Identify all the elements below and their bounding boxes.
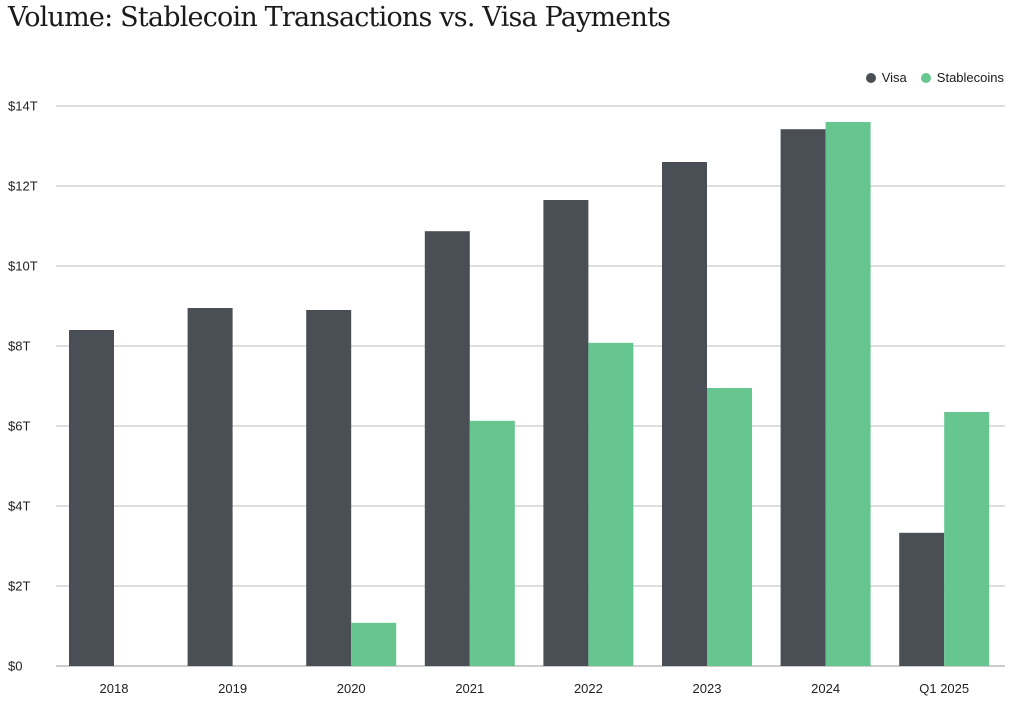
bar-stablecoins — [825, 122, 871, 666]
bar-visa — [187, 308, 233, 666]
x-tick-label: 2022 — [574, 681, 603, 696]
y-tick-label: $12T — [8, 179, 38, 194]
bar-visa — [69, 330, 114, 666]
y-tick-label: $10T — [8, 259, 38, 274]
legend-label-visa: Visa — [881, 70, 907, 85]
bar-stablecoins — [469, 420, 515, 666]
legend-swatch-visa — [865, 72, 876, 83]
y-tick-label: $14T — [8, 99, 38, 114]
y-tick-label: $2T — [8, 579, 30, 594]
x-tick-label: 2019 — [218, 681, 247, 696]
bar-stablecoins — [351, 622, 397, 666]
legend-item-visa: Visa — [865, 70, 907, 85]
legend-label-stablecoins: Stablecoins — [936, 70, 1004, 85]
bar-stablecoins — [944, 412, 990, 666]
legend-swatch-stablecoins — [920, 72, 931, 83]
bar-visa — [662, 162, 707, 666]
x-tick-label: 2018 — [100, 681, 129, 696]
bar-visa — [780, 129, 826, 666]
y-tick-label: $0 — [8, 659, 22, 674]
y-tick-label: $8T — [8, 339, 30, 354]
bar-visa — [306, 310, 352, 666]
x-tick-label: 2020 — [337, 681, 366, 696]
y-tick-label: $6T — [8, 419, 30, 434]
bar-stablecoins — [707, 388, 752, 666]
bar-stablecoins — [588, 342, 634, 666]
x-tick-label: 2021 — [455, 681, 484, 696]
bar-visa — [543, 200, 589, 666]
y-tick-label: $4T — [8, 499, 30, 514]
bar-visa — [899, 532, 945, 666]
bar-visa — [424, 231, 470, 666]
x-tick-label: 2024 — [811, 681, 840, 696]
chart-title: Volume: Stablecoin Transactions vs. Visa… — [8, 2, 671, 33]
chart-legend: Visa Stablecoins — [852, 70, 1004, 85]
x-tick-label: Q1 2025 — [919, 681, 969, 696]
legend-item-stablecoins: Stablecoins — [920, 70, 1004, 85]
x-tick-label: 2023 — [693, 681, 722, 696]
